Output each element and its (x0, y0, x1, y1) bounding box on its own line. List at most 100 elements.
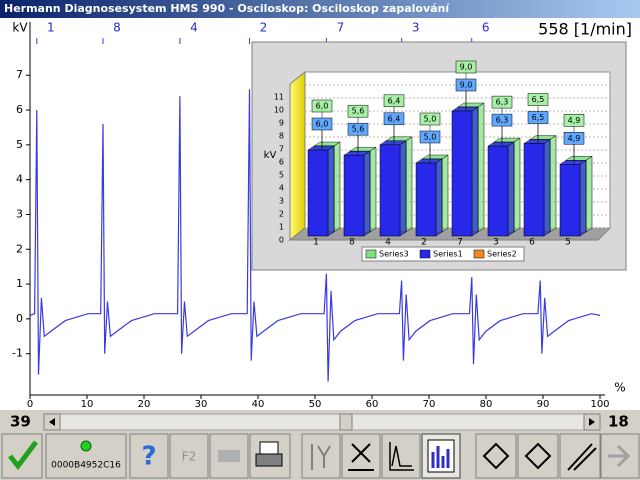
y-tick-label: 10 (274, 106, 284, 115)
print-icon (259, 441, 279, 455)
bar (559, 164, 581, 237)
label-box (563, 114, 585, 127)
y-tick-label: 4 (279, 184, 284, 193)
x-tick-label: 8 (349, 238, 355, 248)
y-tick-label: 11 (274, 93, 284, 102)
f2-button[interactable] (169, 433, 209, 479)
x-tick-label: 20 (138, 399, 151, 410)
scroll-right-value: 18 (608, 413, 629, 431)
x-tick-label: 70 (423, 399, 436, 410)
data-label: 6,5 (532, 113, 545, 122)
bar-side (435, 158, 443, 237)
y-tick-label: 7 (16, 68, 23, 81)
x-tick-label: 90 (537, 399, 550, 410)
data-label: 5,0 (424, 133, 437, 142)
bar (379, 144, 401, 237)
bar (343, 154, 365, 237)
legend-swatch (365, 249, 377, 259)
y-axis-label: kV (12, 21, 28, 35)
x-tick-label: 4 (385, 238, 391, 248)
arrow-icon (589, 418, 595, 426)
x-tick-label: 0 (27, 399, 33, 410)
tool-icon (567, 443, 597, 471)
bar (415, 162, 437, 237)
x-icon (348, 443, 374, 471)
bar (307, 149, 329, 237)
y-tick-label: 3 (279, 197, 284, 206)
legend-swatch (419, 249, 431, 259)
title-bar (0, 0, 640, 18)
prev-button[interactable] (475, 433, 517, 479)
y-scale-button[interactable] (301, 433, 341, 479)
side-wall (289, 70, 306, 242)
x-axis-label: % (614, 381, 625, 395)
scroll-thumb[interactable] (339, 413, 353, 431)
data-label: 5,6 (352, 125, 365, 134)
cylinder-label: 8 (113, 21, 121, 35)
legend-entry: Series1 (433, 250, 463, 259)
y-tick-label: 3 (16, 207, 23, 220)
label-box (491, 113, 513, 127)
cylinder-label: 1 (47, 21, 55, 35)
check-icon (8, 440, 38, 471)
x-scale-button[interactable] (341, 433, 381, 479)
label-box (527, 93, 549, 106)
device-icon (218, 450, 240, 462)
cylinder-label: 7 (337, 21, 345, 35)
x-tick-label: 40 (252, 399, 265, 410)
data-label: 6,0 (316, 102, 329, 111)
data-label: 9,0 (460, 63, 473, 72)
y-tick-label: 6 (279, 158, 284, 167)
bar (451, 110, 473, 237)
x-tick-label: 30 (195, 399, 208, 410)
data-label: 6,0 (316, 120, 329, 129)
y-tick-label: 2 (16, 242, 23, 255)
wave-button[interactable] (381, 433, 421, 479)
ok-button[interactable] (1, 433, 43, 479)
label-box (311, 117, 333, 131)
bar-side (369, 146, 377, 233)
help-button[interactable] (129, 433, 169, 479)
label-box (419, 130, 441, 144)
label-box (347, 122, 369, 136)
x-tick-label: 10 (81, 399, 94, 410)
rpm: 558 [1/min] (538, 20, 632, 39)
x-tick-label: 1 (313, 238, 319, 248)
next-button[interactable] (517, 433, 559, 479)
label-box (527, 111, 549, 124)
data-label: 4,9 (568, 134, 581, 143)
cylinder-label: 2 (260, 21, 268, 35)
arrow-icon (49, 418, 55, 426)
data-label: 9,0 (460, 81, 473, 90)
bar-chart-inset: 0 1 2 3 4 5 6 7 8 9 10 11 kV 1 8 4 2 7 3 6 5 6,0 5,6 6,4 5,0 9,0 6… (251, 41, 627, 271)
label-box (491, 95, 513, 109)
label-box (347, 104, 369, 118)
label-box (455, 78, 477, 92)
bar (487, 145, 509, 237)
window-title: Hermann Diagnosesystem HMS 990 - Oscilos… (4, 2, 450, 15)
scrollbar[interactable] (43, 413, 601, 431)
bar-side (441, 154, 449, 233)
bar-side (471, 106, 479, 237)
bar-side (399, 140, 407, 237)
bar-side (333, 141, 341, 233)
print-icon (255, 453, 283, 467)
legend-entry: Series2 (487, 250, 517, 259)
y-tick-label: 5 (16, 138, 23, 151)
forward-icon (608, 444, 631, 468)
label-box (383, 94, 405, 108)
data-label: 6,4 (388, 114, 401, 123)
data-label: 6,4 (388, 96, 401, 105)
bar-side (327, 145, 335, 237)
label-box (563, 132, 585, 145)
y-icon (311, 444, 331, 470)
next-icon (524, 442, 552, 470)
data-label: 6,3 (496, 98, 509, 107)
legend-entry: Series3 (379, 250, 409, 259)
f2-label: F2 (182, 450, 197, 464)
y-tick-label: 1 (279, 223, 284, 232)
x-tick-label: 7 (457, 238, 463, 248)
status-led (80, 440, 92, 452)
y-tick-label: 6 (16, 103, 23, 116)
